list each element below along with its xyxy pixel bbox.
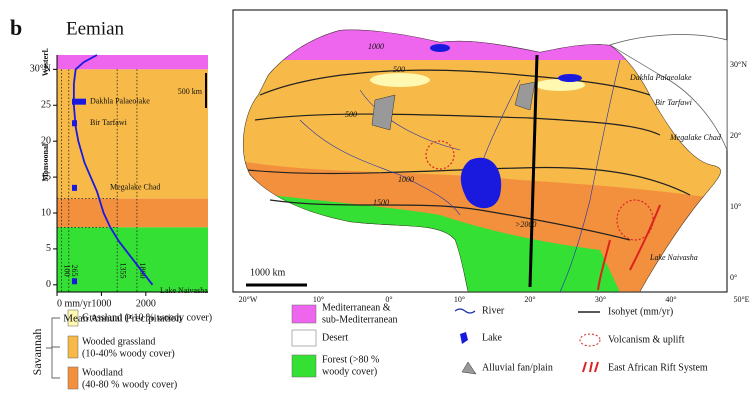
site-label: Lake Naivasha [649, 253, 698, 262]
lat-label: 20° [730, 131, 741, 140]
legend-label: woody cover) [322, 366, 377, 377]
map: 1000 km [232, 9, 728, 293]
legend [46, 304, 601, 390]
legend-label: Mediterranean & [322, 302, 391, 313]
lat-label: 10° [730, 202, 741, 211]
x-axis-label: Mean Annual Precipitation [63, 313, 182, 325]
legend-label: East African Rift System [608, 362, 708, 373]
threshold-label: 1800 [138, 262, 147, 278]
alluvial-fan [371, 94, 396, 131]
site-label: Megalake Chad [669, 133, 722, 142]
legend-label: (40-80 % woody cover) [82, 379, 177, 390]
y-tick-label: 30°N [30, 64, 51, 75]
arabia [609, 34, 728, 151]
legend-label: Wooded grassland [82, 336, 155, 347]
site-marker [72, 278, 77, 285]
volcanism [425, 140, 455, 170]
lake [460, 157, 502, 209]
site-label: Megalake Chad [110, 183, 160, 192]
y-tick-label: 20 [41, 135, 51, 146]
threshold-label: 100 [63, 264, 72, 276]
isohyet-label: 500 [345, 110, 357, 119]
lat-label: 0° [730, 273, 737, 282]
lake [430, 44, 450, 52]
legend-label: River [482, 305, 505, 316]
legend-group: Savannah [30, 329, 44, 376]
lon-label: 20° [524, 295, 535, 304]
legend-label: Forest (>80 % [322, 354, 379, 365]
site-label: Bir Tarfawi [90, 118, 128, 127]
alluvial-fan [514, 81, 536, 111]
legend-label: Grassland (<10 % woody cover) [82, 312, 212, 323]
legend-label: Volcanism & uplift [608, 334, 685, 345]
y-tick-label: 15 [41, 171, 51, 182]
lon-label: 20°W [239, 295, 258, 304]
lon-label: 0° [385, 295, 392, 304]
lake [558, 74, 582, 82]
lon-label: 10° [313, 295, 324, 304]
zone [535, 79, 585, 91]
site-marker [72, 184, 77, 191]
isohyet-label: 1000 [368, 42, 384, 51]
x-tick-label: 0 mm/yr [57, 298, 92, 309]
site-label: Dakhla Palaeolake [629, 73, 692, 82]
panel-label: b [10, 15, 22, 40]
legend-label: (10-40% woody cover) [82, 348, 175, 359]
climate-band [57, 198, 208, 228]
regime-label: Monsoonal [41, 143, 50, 182]
lon-label: 10° [454, 295, 465, 304]
climate-band [57, 55, 208, 70]
scale-label: 500 km [178, 87, 203, 96]
isohyet-lines [247, 69, 691, 241]
x-tick-label: 1000 [91, 298, 111, 309]
isohyet-label: 500 [393, 65, 405, 74]
isohyet-label: 1000 [398, 175, 414, 184]
scale-label: 1000 km [250, 267, 286, 278]
lon-label: 50°E [733, 295, 749, 304]
site-marker [72, 120, 77, 127]
lon-label: 40° [665, 295, 676, 304]
isohyet-label: >2000 [515, 220, 536, 229]
threshold-label: 1355 [118, 262, 127, 278]
legend-label: Desert [322, 332, 348, 343]
precip-curve [72, 54, 154, 286]
rift [597, 204, 661, 291]
y-tick-label: 10 [41, 207, 51, 218]
regime-label: Westerl. [41, 48, 50, 76]
legend-label: Alluvial fan/plain [482, 362, 553, 373]
legend-label: sub-Mediterranean [322, 314, 398, 325]
site-marker [72, 98, 86, 105]
legend-label: Woodland [82, 367, 123, 378]
title: Eemian [66, 18, 125, 39]
legend-label: Isohyet (mm/yr) [608, 306, 673, 317]
zone [370, 73, 430, 87]
threshold-label: 265 [70, 264, 79, 276]
transect [528, 54, 539, 288]
site-label: Bir Tarfawi [655, 98, 692, 107]
y-tick-label: 5 [46, 243, 51, 254]
lat-label: 30°N [730, 60, 747, 69]
y-tick-label: 25 [41, 100, 51, 111]
lon-label: 30° [595, 295, 606, 304]
y-tick-label: 0 [46, 279, 51, 290]
isohyet-label: 1500 [373, 198, 389, 207]
site-label: Lake Naivasha [160, 286, 208, 295]
site-label: Dakhla Palaeolake [90, 97, 150, 106]
legend-label: Lake [482, 332, 503, 343]
x-tick-label: 2000 [136, 298, 156, 309]
climate-band [57, 69, 208, 199]
